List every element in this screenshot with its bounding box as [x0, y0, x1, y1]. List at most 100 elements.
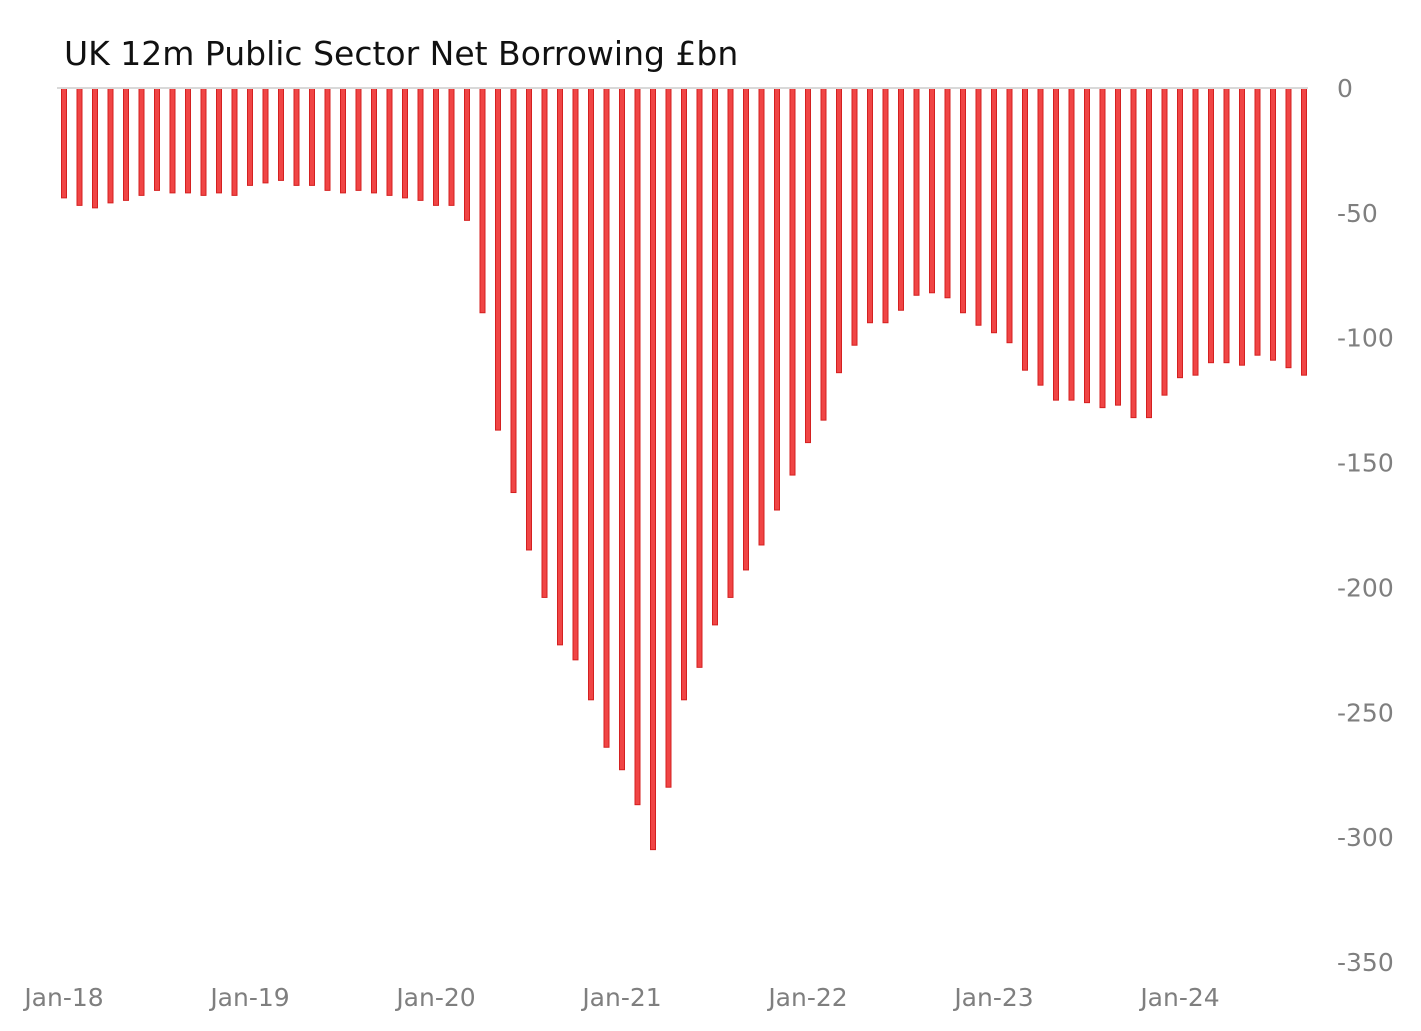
bar [743, 87, 749, 571]
bar [913, 87, 920, 296]
bar [123, 87, 129, 201]
x-tick-label: Jan-19 [208, 983, 289, 1012]
bar [898, 87, 904, 311]
bar [727, 87, 734, 598]
bar [107, 87, 114, 204]
bar [681, 87, 687, 701]
bar [200, 87, 207, 196]
bar [944, 87, 951, 299]
bar [1285, 87, 1292, 369]
bar [448, 87, 455, 206]
y-axis: 0 -50 -100 -150 -200 -250 -300 -350 [1337, 74, 1394, 977]
y-tick-label: -300 [1337, 823, 1394, 852]
chart-title: UK 12m Public Sector Net Borrowing £bn [64, 34, 739, 73]
bar [1177, 87, 1183, 379]
bar [402, 87, 408, 199]
x-tick-label: Jan-20 [394, 983, 475, 1012]
bars-layer [61, 87, 1307, 851]
y-tick-label: -150 [1337, 449, 1394, 478]
bar [92, 87, 98, 209]
bar [619, 87, 625, 771]
bar [510, 87, 517, 494]
x-tick-label: Jan-18 [22, 983, 103, 1012]
bar [355, 87, 362, 191]
bar [696, 87, 703, 668]
bar [836, 87, 842, 374]
bar [1084, 87, 1090, 404]
bar [262, 87, 269, 184]
bar [138, 87, 145, 196]
bar [1053, 87, 1059, 401]
bar [231, 87, 238, 196]
bar [216, 87, 222, 194]
bar [758, 87, 765, 546]
bar [433, 87, 439, 206]
bar [479, 87, 486, 314]
bar [1068, 87, 1075, 401]
bar [960, 87, 966, 314]
y-tick-label: -250 [1337, 698, 1394, 727]
bar [526, 87, 532, 551]
bar [185, 87, 191, 194]
bar [805, 87, 811, 444]
bar [1161, 87, 1168, 396]
x-axis: Jan-18 Jan-19 Jan-20 Jan-21 Jan-22 Jan-23 Jan-… [22, 983, 1219, 1012]
bar [820, 87, 827, 421]
bar [61, 87, 67, 199]
bar [929, 87, 935, 294]
bar [650, 87, 656, 851]
bar [774, 87, 780, 511]
bar [464, 87, 470, 221]
bar [882, 87, 889, 324]
y-tick-label: 0 [1337, 74, 1353, 103]
bar [1239, 87, 1245, 366]
bar [247, 87, 253, 186]
bar [789, 87, 796, 476]
bar [588, 87, 594, 701]
bar [371, 87, 377, 194]
bar [1130, 87, 1137, 419]
x-tick-label: Jan-22 [766, 983, 847, 1012]
y-tick-label: -350 [1337, 948, 1394, 977]
bar [557, 87, 563, 646]
bar [417, 87, 424, 201]
bar [495, 87, 501, 431]
bar [1254, 87, 1261, 356]
bar [278, 87, 284, 181]
bar [1208, 87, 1214, 364]
bar [851, 87, 858, 346]
bar [386, 87, 393, 196]
bar [603, 87, 610, 748]
bar [1301, 87, 1307, 376]
bar [1037, 87, 1044, 386]
y-tick-label: -50 [1337, 199, 1378, 228]
bar [541, 87, 548, 598]
bar [340, 87, 346, 194]
x-tick-label: Jan-23 [952, 983, 1033, 1012]
bar [867, 87, 873, 324]
bar [1192, 87, 1199, 376]
bar [309, 87, 315, 186]
y-tick-label: -200 [1337, 573, 1394, 602]
bar [324, 87, 331, 191]
bar [712, 87, 718, 626]
bar [991, 87, 997, 334]
bar [1022, 87, 1028, 371]
bar [1099, 87, 1106, 409]
bar [1146, 87, 1152, 419]
bar [169, 87, 176, 194]
bar [293, 87, 300, 186]
y-tick-label: -100 [1337, 324, 1394, 353]
bar [1270, 87, 1276, 361]
bar [154, 87, 160, 191]
x-tick-label: Jan-21 [580, 983, 661, 1012]
bar [1115, 87, 1121, 406]
bar [975, 87, 982, 326]
bar [572, 87, 579, 661]
bar [1223, 87, 1230, 364]
bar [634, 87, 641, 806]
bar [76, 87, 83, 206]
x-tick-label: Jan-24 [1138, 983, 1219, 1012]
bar [1006, 87, 1013, 344]
